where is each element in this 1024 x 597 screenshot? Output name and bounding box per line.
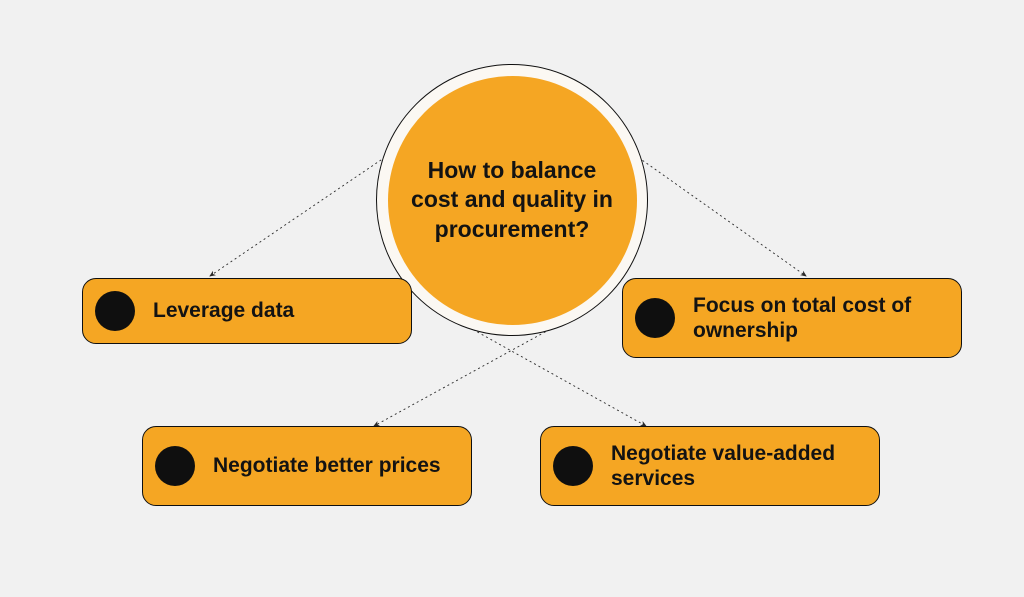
node-label: Leverage data (153, 298, 294, 323)
node-focus-tco: Focus on total cost of ownership (622, 278, 962, 358)
node-negotiate-services: Negotiate value-added services (540, 426, 880, 506)
bullet-icon (553, 446, 593, 486)
center-topic-text: How to balance cost and quality in procu… (406, 156, 619, 244)
bullet-icon (155, 446, 195, 486)
node-label: Negotiate better prices (213, 453, 441, 478)
diagram-canvas: How to balance cost and quality in procu… (0, 0, 1024, 597)
node-leverage-data: Leverage data (82, 278, 412, 344)
node-negotiate-prices: Negotiate better prices (142, 426, 472, 506)
center-topic-circle: How to balance cost and quality in procu… (388, 76, 637, 325)
node-label: Focus on total cost of ownership (693, 293, 947, 343)
center-topic: How to balance cost and quality in procu… (376, 64, 648, 336)
bullet-icon (95, 291, 135, 331)
node-label: Negotiate value-added services (611, 441, 865, 491)
bullet-icon (635, 298, 675, 338)
